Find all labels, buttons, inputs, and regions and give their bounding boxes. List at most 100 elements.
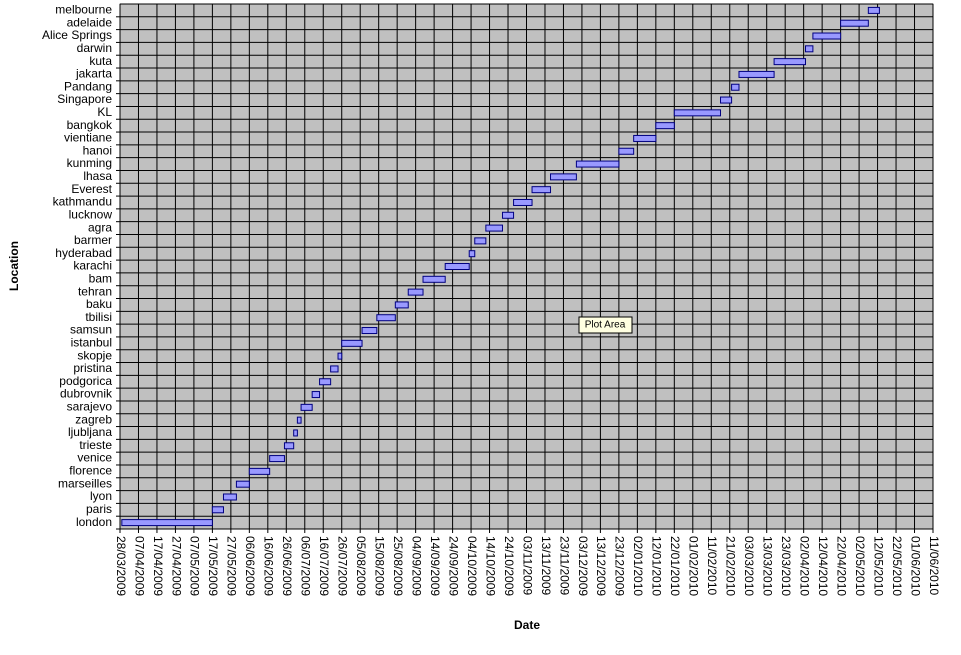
- x-tick-label: 22/05/2010: [890, 536, 904, 596]
- x-tick-label: 21/02/2010: [724, 536, 738, 596]
- y-tick-label: kuta: [89, 54, 112, 68]
- bar: [513, 198, 533, 206]
- bar: [211, 506, 224, 514]
- y-tick-label: skopje: [77, 348, 112, 362]
- x-tick-label: 14/10/2009: [483, 536, 497, 596]
- x-tick-label: 11/06/2010: [927, 536, 941, 595]
- y-tick-label: ljubljana: [68, 425, 112, 439]
- bar: [673, 109, 722, 117]
- x-tick-label: 23/12/2009: [613, 536, 627, 596]
- bar: [575, 160, 620, 168]
- x-tick-label: 03/11/2009: [520, 536, 534, 595]
- bar: [468, 250, 476, 258]
- x-tick-label: 16/07/2009: [317, 536, 331, 596]
- y-tick-label: florence: [69, 464, 112, 478]
- x-tick-label: 07/04/2009: [132, 536, 146, 596]
- y-tick-label: baku: [86, 297, 112, 311]
- y-tick-label: sarajevo: [67, 400, 113, 414]
- x-tick-label: 05/08/2009: [354, 536, 368, 596]
- x-tick-label: 02/01/2010: [631, 536, 645, 596]
- y-tick-label: adelaide: [67, 15, 113, 29]
- x-tick-label: 15/08/2009: [373, 536, 387, 596]
- bar: [501, 211, 515, 219]
- y-tick-label: Alice Springs: [42, 28, 112, 42]
- y-tick-label: Pandang: [64, 79, 112, 93]
- x-tick-label: 22/04/2010: [834, 536, 848, 596]
- x-tick-label: 06/06/2009: [243, 536, 257, 596]
- y-tick-label: bam: [89, 271, 112, 285]
- bar: [840, 19, 869, 27]
- y-tick-label: venice: [77, 451, 112, 465]
- y-tick-label: marseilles: [58, 476, 112, 490]
- bar: [618, 147, 635, 155]
- x-tick-label: 17/04/2009: [151, 536, 165, 596]
- x-tick-label: 11/02/2010: [705, 536, 719, 595]
- bar: [300, 403, 313, 411]
- x-tick-label: 06/07/2009: [299, 536, 313, 596]
- y-tick-label: istanbul: [71, 336, 112, 350]
- y-tick-label: hanoi: [83, 143, 112, 157]
- bar: [738, 70, 775, 78]
- y-tick-label: kunming: [67, 156, 112, 170]
- y-tick-label: samsun: [70, 323, 112, 337]
- bar: [550, 173, 577, 181]
- y-axis-title: Location: [7, 241, 21, 291]
- bar: [296, 416, 302, 424]
- x-axis-title: Date: [514, 618, 540, 632]
- bar: [731, 83, 740, 91]
- x-tick-label: 02/05/2010: [853, 536, 867, 596]
- bar: [867, 6, 880, 14]
- bar: [633, 134, 657, 142]
- x-tick-label: 04/09/2009: [409, 536, 423, 596]
- y-tick-label: agra: [88, 220, 112, 234]
- x-tick-label: 03/03/2010: [742, 536, 756, 596]
- y-tick-label: kathmandu: [53, 195, 112, 209]
- y-tick-label: Everest: [71, 182, 112, 196]
- bar: [361, 327, 378, 335]
- x-tick-label: 01/02/2010: [687, 536, 701, 596]
- bar: [222, 493, 237, 501]
- x-tick-label: 25/08/2009: [391, 536, 405, 596]
- bar: [376, 314, 396, 322]
- bar: [394, 301, 409, 309]
- y-tick-label: london: [76, 515, 112, 529]
- tooltip: Plot Area: [578, 316, 633, 334]
- y-tick-label: zagreb: [75, 412, 112, 426]
- bar: [812, 32, 842, 40]
- bar: [474, 237, 487, 245]
- bar: [805, 45, 814, 53]
- y-tick-label: darwin: [77, 41, 112, 55]
- x-tick-label: 28/03/2009: [114, 536, 128, 596]
- y-tick-label: paris: [86, 502, 112, 516]
- bar: [330, 365, 339, 373]
- bar: [341, 339, 363, 347]
- tooltip-text: Plot Area: [585, 320, 626, 331]
- y-tick-label: Singapore: [57, 92, 112, 106]
- y-tick-label: KL: [97, 105, 112, 119]
- bar: [444, 263, 470, 270]
- x-tick-label: 12/05/2010: [871, 536, 885, 596]
- x-tick-label: 27/04/2009: [169, 536, 183, 596]
- x-tick-label: 27/05/2009: [225, 536, 239, 596]
- tooltip-box: [578, 316, 633, 334]
- x-tick-label: 22/01/2010: [668, 536, 682, 596]
- y-tick-label: tehran: [78, 284, 112, 298]
- x-tick-label: 07/05/2009: [188, 536, 202, 596]
- y-tick-label: karachi: [73, 259, 112, 273]
- y-tick-label: jakarta: [75, 67, 112, 81]
- y-tick-label: hyderabad: [55, 246, 112, 260]
- y-tick-label: podgorica: [59, 374, 112, 388]
- x-tick-label: 26/07/2009: [336, 536, 350, 596]
- bar: [269, 455, 285, 463]
- bar: [293, 429, 298, 437]
- x-tick-label: 26/06/2009: [280, 536, 294, 596]
- bar: [655, 122, 675, 130]
- bar: [773, 58, 807, 66]
- x-tick-label: 01/06/2010: [908, 536, 922, 596]
- x-tick-label: 13/12/2009: [594, 536, 608, 596]
- x-tick-label: 23/11/2009: [557, 536, 571, 595]
- x-tick-label: 03/12/2009: [576, 536, 590, 596]
- bar: [121, 519, 213, 527]
- x-tick-label: 12/01/2010: [650, 536, 664, 596]
